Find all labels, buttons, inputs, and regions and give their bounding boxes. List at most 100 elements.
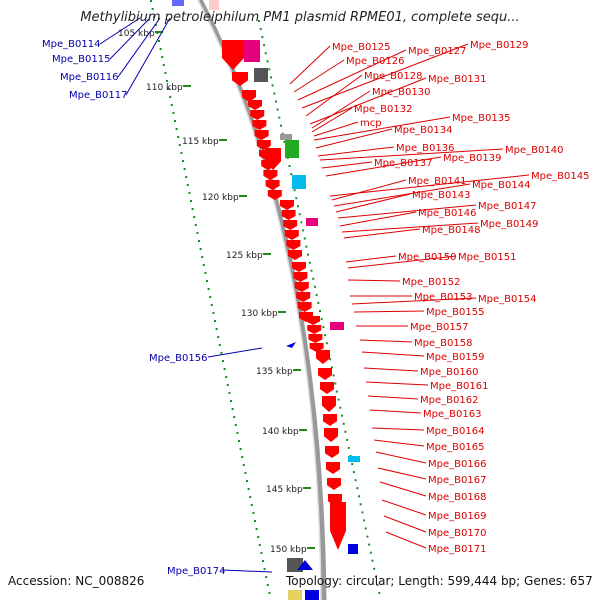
gene-label: mcp [360, 118, 382, 129]
ring-dot [361, 511, 364, 514]
ring-dot [290, 173, 293, 176]
ring-dot [223, 368, 226, 370]
gene-label: Mpe_B0160 [420, 367, 478, 378]
ring-dot [246, 480, 248, 482]
scale-tick-label: 150 kbp [270, 545, 307, 555]
ring-dot [271, 84, 274, 87]
ring-dot [254, 520, 256, 522]
ring-dot [263, 44, 266, 47]
ring-dot [302, 229, 305, 232]
leader-line [365, 381, 429, 386]
gene-arrow [318, 368, 332, 380]
ring-dot [166, 80, 168, 82]
plasmid-backbone-highlight [197, 0, 322, 600]
gene-arrow [288, 250, 302, 260]
gene-label: Mpe_B0114 [42, 39, 100, 50]
gene-arrow [232, 72, 248, 86]
ring-dot [329, 358, 332, 361]
scale-tick-label: 115 kbp [182, 137, 219, 147]
ring-dot [300, 221, 303, 224]
leader-line [301, 43, 469, 109]
leader-line [337, 204, 477, 219]
ring-dot [324, 334, 327, 337]
ring-dot [376, 583, 379, 586]
ring-dot [202, 264, 205, 266]
gene-label: Mpe_B0163 [423, 409, 481, 420]
ring-dot [339, 406, 342, 409]
leader-line [311, 107, 353, 133]
leader-line [221, 569, 273, 573]
scale-tick-label: 140 kbp [262, 427, 299, 437]
gene-label: Mpe_B0140 [505, 145, 563, 156]
ring-dot [210, 304, 213, 306]
ring-dot [222, 360, 224, 362]
ring-dot [281, 132, 284, 135]
gene-label: Mpe_B0174 [167, 566, 225, 577]
scale-tick-label: 135 kbp [256, 367, 293, 377]
gene-label: Mpe_B0148 [422, 225, 480, 236]
ring-dot [191, 208, 194, 210]
ring-dot [369, 551, 372, 554]
gene-arrow [327, 478, 341, 490]
ring-dot [225, 376, 228, 378]
ring-dot [358, 495, 360, 498]
gene-arrow [297, 302, 312, 312]
gene-box [305, 590, 319, 600]
leader-line [333, 183, 471, 207]
ring-dot [206, 280, 208, 282]
gene-box [209, 0, 219, 10]
gene-arrow [320, 382, 334, 394]
scale-tick-label: 105 kbp [118, 29, 155, 39]
gene-arrow [322, 396, 336, 412]
gene-arrow [286, 342, 296, 348]
ring-dot [363, 519, 366, 522]
gene-label: Mpe_B0161 [430, 381, 488, 392]
gene-box [348, 544, 358, 554]
gene-arrow [292, 262, 306, 272]
gene-label: Mpe_B0144 [472, 180, 530, 191]
leader-line [363, 367, 419, 372]
ring-dot [196, 232, 199, 234]
ring-dot [320, 318, 323, 321]
leader-line [361, 351, 425, 357]
gene-label: Mpe_B0154 [478, 294, 536, 305]
ring-dot [258, 544, 261, 546]
dotted-ring-ticks [150, 0, 381, 594]
leader-line [311, 90, 371, 129]
scale-tick-label: 130 kbp [241, 309, 278, 319]
gene-box [280, 134, 292, 140]
gene-label: Mpe_B0157 [410, 322, 468, 333]
gene-label: Mpe_B0125 [332, 42, 390, 53]
ring-dot [151, 8, 154, 10]
ring-dot [262, 560, 264, 562]
ring-dot [273, 92, 276, 95]
gene-arrow [308, 334, 323, 343]
ring-dot [310, 269, 313, 272]
leader-line [109, 17, 151, 60]
gene-arrow [248, 100, 262, 110]
ring-dot [199, 248, 202, 250]
ring-dot [255, 528, 258, 530]
gene-arrow [263, 170, 278, 180]
ring-dot [238, 440, 240, 442]
ring-dot [346, 438, 349, 441]
gene-label: Mpe_B0150 [398, 252, 456, 263]
ring-dot [278, 116, 281, 119]
ring-dot [190, 200, 192, 202]
ring-dot [266, 60, 269, 63]
gene-label: Mpe_B0129 [470, 40, 528, 51]
leader-line [117, 17, 161, 78]
leader-line [335, 193, 411, 213]
map-title: Methylibium petroleiphilum PM1 plasmid R… [80, 10, 520, 25]
gene-labels: Mpe_B0114 Mpe_B0115 Mpe_B0116 Mpe_B0117 Mpe_… [42, 39, 589, 577]
gene-label: Mpe_B0139 [443, 153, 501, 164]
ring-dot [154, 24, 157, 26]
ring-dot [218, 344, 221, 346]
gene-label: Mpe_B0131 [428, 74, 486, 85]
ring-dot [341, 414, 343, 417]
gene-label: Mpe_B0135 [452, 113, 510, 124]
ring-dot [201, 256, 204, 258]
ring-dot [263, 568, 266, 570]
ring-dot [180, 152, 183, 154]
gene-arrow [265, 148, 281, 170]
